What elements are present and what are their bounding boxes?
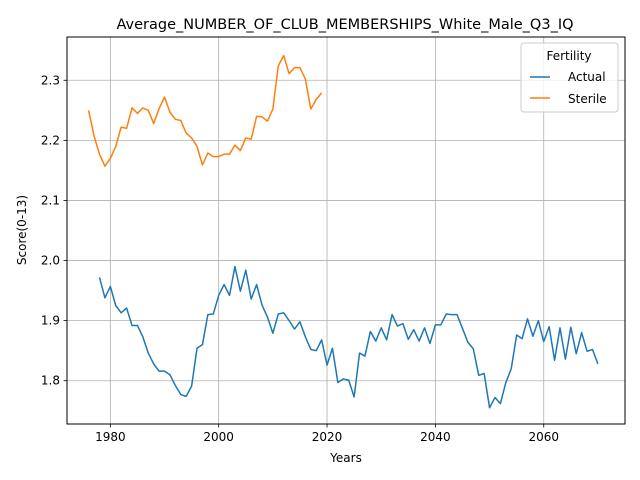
plot-frame <box>66 36 626 425</box>
x-tick-label: 2000 <box>203 430 234 444</box>
y-tick-label: 1.8 <box>41 374 60 388</box>
y-tick-label: 2.3 <box>41 73 60 87</box>
legend-label-actual: Actual <box>568 70 606 84</box>
x-tick-label: 2020 <box>312 430 343 444</box>
y-axis-label: Score(0-13) <box>15 195 29 265</box>
y-tick-label: 2.2 <box>41 133 60 147</box>
chart-title: Average_NUMBER_OF_CLUB_MEMBERSHIPS_White… <box>116 17 573 33</box>
legend-box <box>520 42 619 113</box>
y-tick-label: 2.0 <box>41 254 60 268</box>
legend: Fertility Actual Sterile <box>520 42 619 113</box>
x-axis-label: Years <box>329 451 362 465</box>
legend-label-sterile: Sterile <box>568 92 607 106</box>
x-axis-ticks: 1980 2000 2020 2040 2060 <box>95 424 559 444</box>
y-axis-ticks: 1.8 1.9 2.0 2.1 2.2 2.3 <box>41 73 67 388</box>
y-tick-label: 1.9 <box>41 314 60 328</box>
x-tick-label: 2060 <box>528 430 559 444</box>
legend-title: Fertility <box>546 49 591 63</box>
y-tick-label: 2.1 <box>41 193 60 207</box>
x-tick-label: 2040 <box>420 430 451 444</box>
series-line-actual <box>98 265 599 409</box>
series-lines <box>87 54 599 409</box>
series-line-sterile <box>87 54 323 167</box>
x-tick-label: 1980 <box>95 430 126 444</box>
